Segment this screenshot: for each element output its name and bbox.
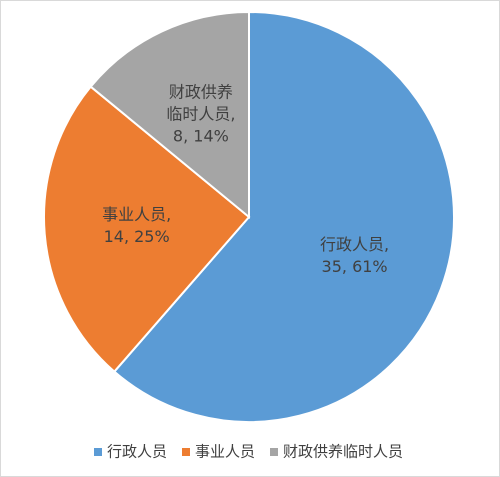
legend-swatch: [270, 448, 278, 456]
data-label: 事业人员,: [102, 205, 171, 224]
legend-swatch: [94, 448, 102, 456]
data-label: 临时人员,: [166, 105, 235, 124]
legend-swatch: [182, 448, 190, 456]
data-label: 8, 14%: [173, 127, 229, 146]
data-label: 35, 61%: [322, 257, 388, 276]
pie-slice: [112, 10, 455, 423]
legend-label: 行政人员: [107, 443, 167, 461]
pie-slice: [43, 85, 251, 374]
pie-slice: [89, 10, 250, 220]
data-label: 财政供养: [169, 83, 233, 102]
legend-label: 事业人员: [195, 443, 255, 461]
legend-label: 财政供养临时人员: [283, 443, 403, 461]
data-label: 行政人员,: [320, 235, 389, 254]
data-label: 14, 25%: [104, 227, 170, 246]
